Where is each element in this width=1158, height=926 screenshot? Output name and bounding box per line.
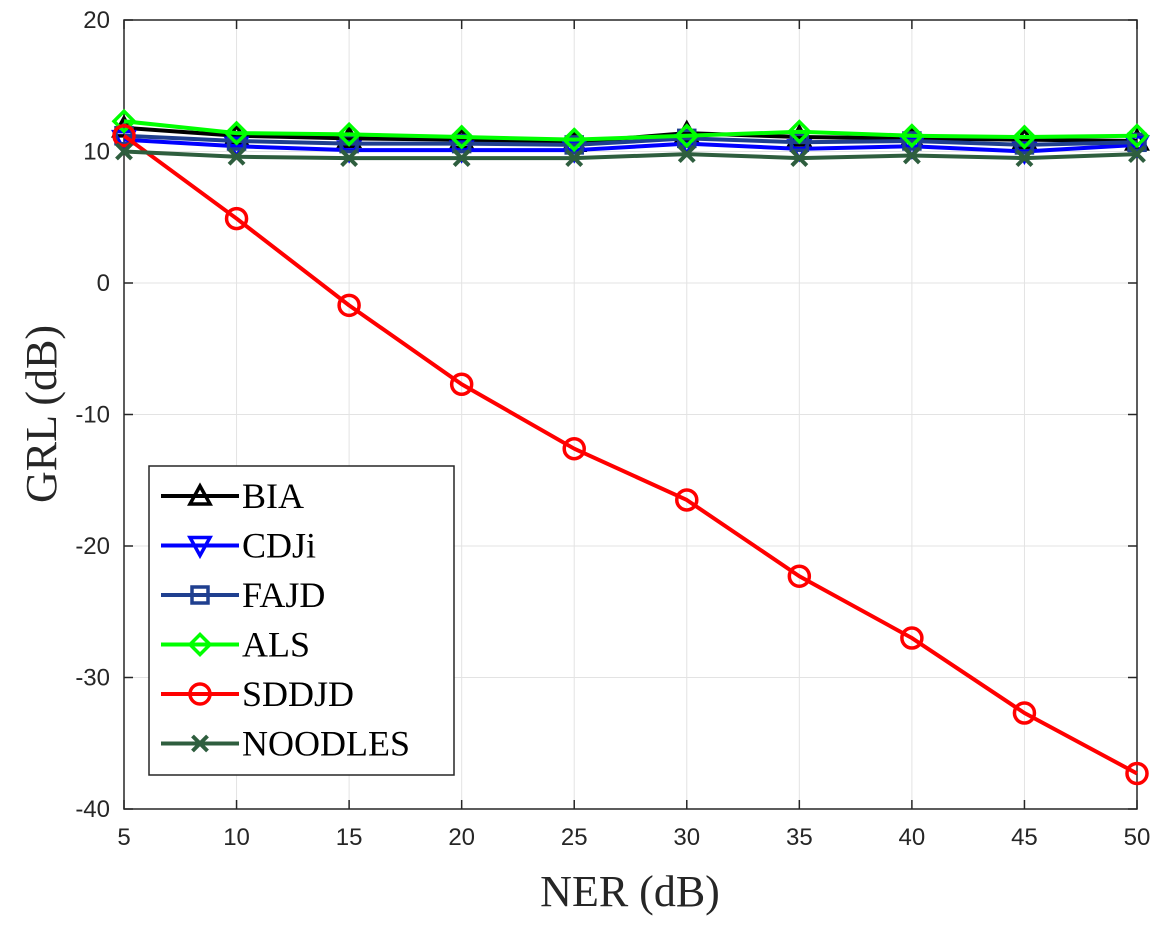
y-axis-title: GRL (dB): [17, 325, 66, 503]
legend-marker: [188, 682, 212, 706]
series-noodles: [115, 142, 1146, 167]
point-fajd: [564, 135, 584, 155]
legend: BIA CDJi FAJD ALS SDDJD NOODLES: [148, 465, 455, 776]
legend-box: [148, 465, 455, 776]
series-line-als: [123, 119, 1138, 142]
point-noodles: [677, 145, 696, 164]
legend-item-fajd: FAJD: [161, 575, 325, 615]
point-fajd: [114, 125, 134, 146]
x-tick-label: 45: [1011, 824, 1038, 851]
point-noodles-stroke: [452, 149, 471, 167]
point-als: [674, 123, 700, 149]
legend-label: BIA: [242, 476, 304, 516]
x-tick-label: 5: [117, 824, 130, 851]
x-tick-label: 25: [561, 824, 588, 851]
series-line-sddjd: [122, 134, 1138, 776]
legend-label: ALS: [242, 625, 310, 665]
legend-item-als: ALS: [161, 625, 310, 665]
legend-marker-stroke: [191, 734, 209, 753]
legend-label: SDDJD: [242, 674, 354, 714]
point-als: [449, 124, 475, 150]
point-noodles: [115, 142, 133, 161]
point-sddjd: [224, 206, 249, 231]
point-noodles-stroke: [565, 149, 584, 167]
legend-label: NOODLES: [242, 724, 410, 764]
point-sddjd: [1012, 701, 1037, 725]
point-fajd: [789, 132, 810, 153]
x-tick-label: 30: [673, 824, 700, 851]
point-noodles-stroke: [227, 147, 246, 166]
point-noodles: [227, 147, 246, 166]
y-tick-label: -40: [75, 796, 110, 823]
point-noodles-stroke: [677, 145, 696, 164]
series-line-fajd: [123, 133, 1138, 147]
point-fajd: [1127, 132, 1147, 153]
point-sddjd: [787, 564, 812, 588]
legend-marker: [190, 585, 210, 605]
point-als: [561, 127, 587, 153]
point-als: [336, 121, 362, 147]
point-als: [224, 120, 250, 146]
x-tick-label: 40: [899, 824, 926, 851]
point-als: [1124, 123, 1150, 149]
point-noodles-stroke: [902, 146, 921, 165]
y-tick-label: 10: [83, 139, 110, 166]
point-noodles: [340, 149, 359, 167]
point-sddjd: [562, 436, 586, 461]
x-axis-ticks: 5 10 15 20 25 30 35 40 45 50: [117, 20, 1150, 851]
y-tick-label: 0: [97, 270, 110, 297]
series-lines: [111, 108, 1150, 786]
point-fajd: [902, 131, 922, 151]
legend-marker: [187, 632, 213, 657]
point-noodles-stroke: [115, 142, 133, 161]
point-noodles: [790, 149, 809, 167]
legend-item-cdji: CDJi: [161, 526, 316, 566]
x-tick-label: 35: [786, 824, 813, 851]
point-noodles: [1128, 145, 1146, 164]
point-noodles-stroke: [790, 149, 809, 167]
y-tick-label: -10: [75, 402, 110, 429]
point-sddjd: [900, 626, 924, 650]
point-noodles: [565, 149, 584, 167]
legend-marker: [191, 734, 209, 753]
legend-marker: [187, 535, 213, 560]
x-tick-label: 50: [1124, 824, 1151, 851]
y-tick-label: -30: [75, 665, 110, 692]
point-sddjd: [675, 488, 699, 512]
series-sddjd: [112, 123, 1149, 786]
x-tick-label: 15: [336, 824, 363, 851]
y-tick-label: 20: [83, 7, 110, 34]
legend-label: FAJD: [242, 575, 325, 615]
point-noodles: [1015, 149, 1034, 167]
point-noodles-stroke: [340, 149, 359, 167]
series-als: [111, 108, 1150, 153]
point-noodles-stroke: [1015, 149, 1034, 167]
point-noodles: [902, 146, 921, 165]
legend-item-sddjd: SDDJD: [161, 674, 354, 714]
point-als: [111, 108, 137, 134]
legend-marker: [187, 482, 213, 506]
legend-item-bia: BIA: [161, 476, 304, 516]
point-als: [786, 119, 812, 145]
x-axis-title: NER (dB): [540, 867, 720, 916]
y-tick-label: -20: [75, 533, 110, 560]
point-noodles-stroke: [1128, 145, 1146, 164]
y-axis-ticks: -40 -30 -20 -10 0 10 20: [75, 7, 1137, 823]
legend-label: CDJi: [242, 526, 316, 566]
x-tick-label: 10: [223, 824, 250, 851]
legend-item-noodles: NOODLES: [161, 724, 410, 764]
point-als: [1011, 124, 1037, 150]
point-sddjd: [112, 123, 136, 148]
series-line-cdji: [123, 137, 1138, 154]
point-sddjd: [1125, 761, 1149, 786]
point-als: [899, 123, 925, 149]
x-tick-label: 20: [448, 824, 475, 851]
point-sddjd: [449, 372, 474, 397]
point-sddjd: [337, 293, 361, 318]
point-noodles: [452, 149, 471, 167]
series-line-noodles: [123, 149, 1138, 161]
